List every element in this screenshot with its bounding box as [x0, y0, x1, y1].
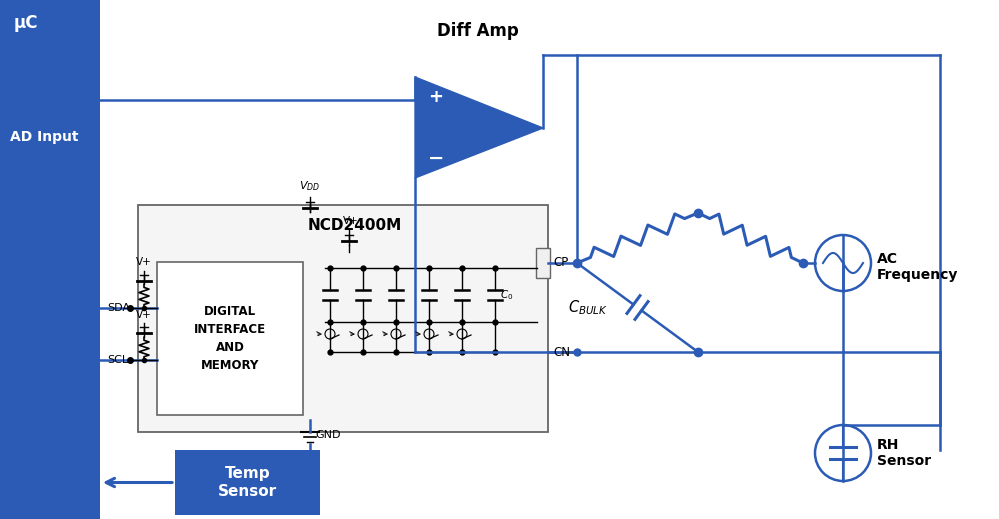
Text: V+: V+ — [136, 310, 152, 320]
Text: $C_0$: $C_0$ — [500, 288, 513, 302]
Text: CP: CP — [553, 256, 568, 269]
Polygon shape — [415, 77, 543, 178]
Text: NCD2400M: NCD2400M — [308, 218, 403, 233]
Bar — [157, 262, 303, 415]
Text: Diff Amp: Diff Amp — [438, 22, 518, 40]
Text: CN: CN — [553, 346, 570, 359]
Text: Temp
Sensor: Temp Sensor — [218, 466, 277, 499]
Text: RH
Sensor: RH Sensor — [877, 438, 931, 468]
Text: +: + — [428, 88, 443, 106]
Text: AD Input: AD Input — [10, 130, 79, 144]
Text: SCL: SCL — [107, 355, 128, 365]
Text: V+: V+ — [343, 216, 359, 226]
Text: μC: μC — [14, 14, 39, 32]
Text: AC
Frequency: AC Frequency — [877, 252, 958, 282]
Text: $C_{BULK}$: $C_{BULK}$ — [568, 298, 607, 317]
Bar — [536, 248, 550, 278]
Text: DIGITAL
INTERFACE
AND
MEMORY: DIGITAL INTERFACE AND MEMORY — [194, 305, 266, 372]
Text: GND: GND — [315, 430, 341, 440]
Bar — [0, 0, 100, 519]
Text: $V_{DD}$: $V_{DD}$ — [300, 179, 321, 193]
Bar — [138, 205, 548, 432]
Text: V+: V+ — [136, 257, 152, 267]
Text: −: − — [428, 148, 445, 168]
Text: SDA: SDA — [107, 303, 130, 313]
Bar — [175, 450, 320, 515]
